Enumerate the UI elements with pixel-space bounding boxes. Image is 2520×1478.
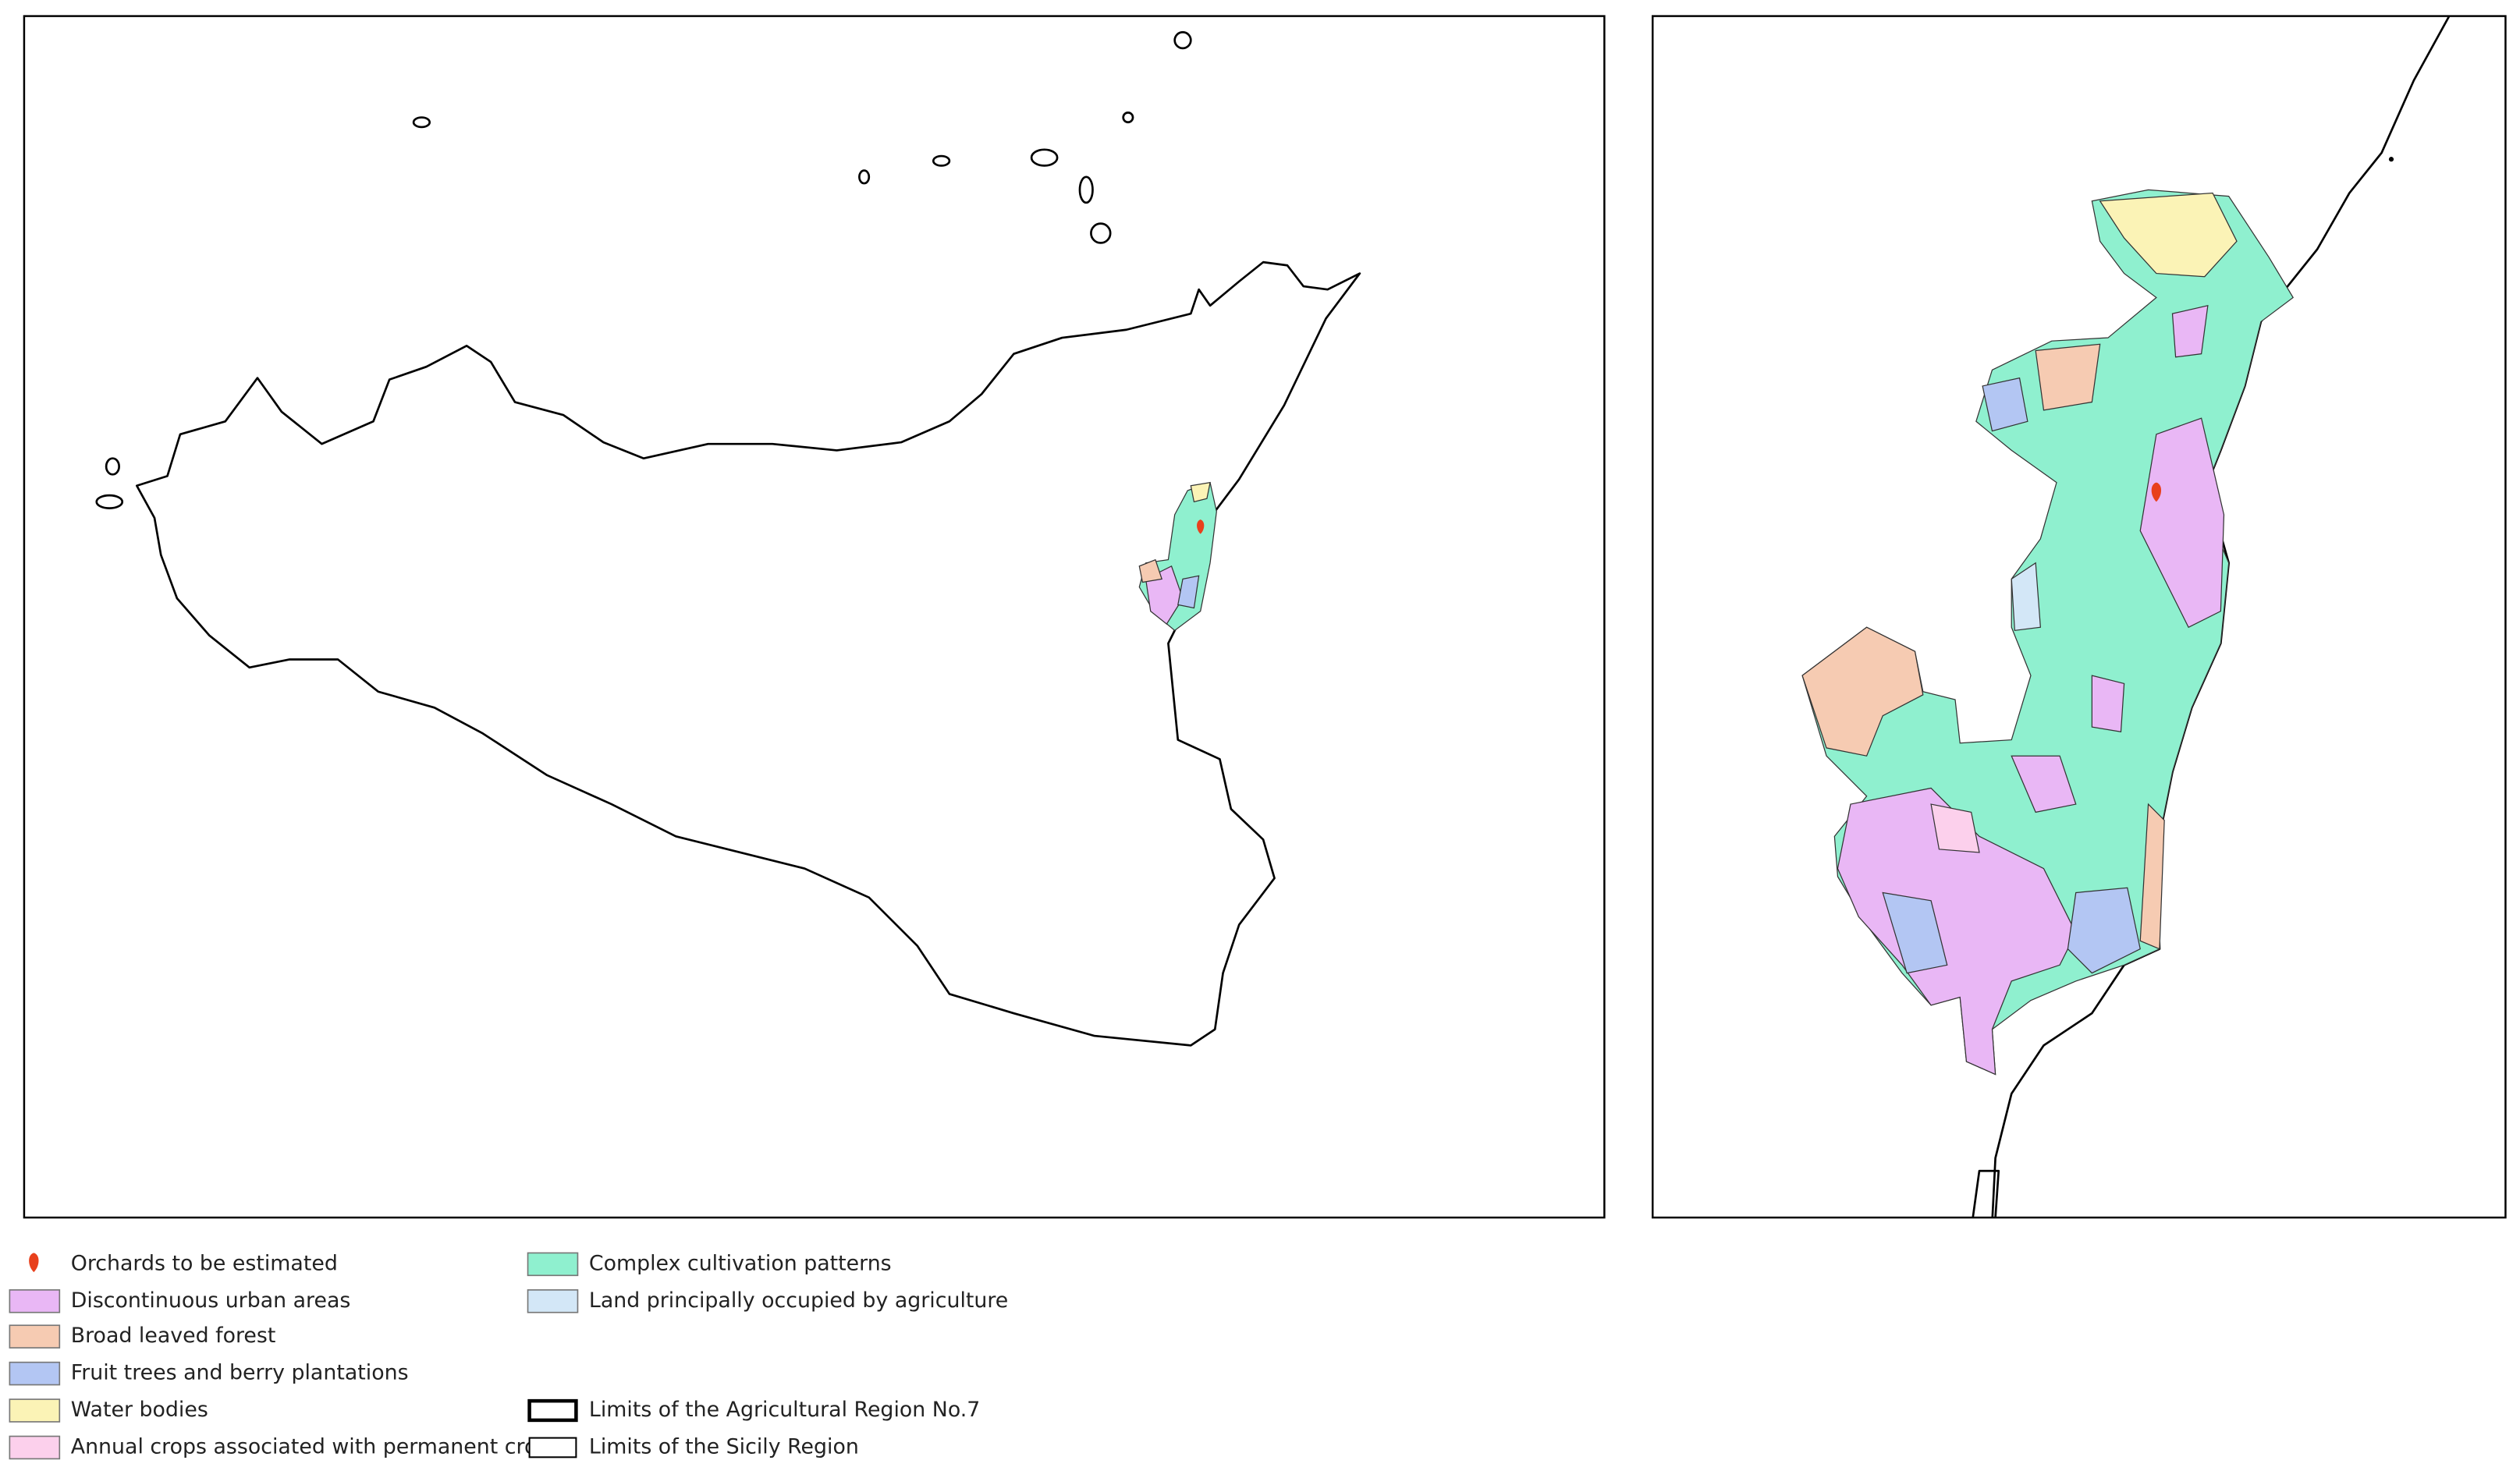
legend-marker bbox=[29, 1253, 39, 1273]
island bbox=[2388, 157, 2394, 162]
legend-label: Broad leaved forest bbox=[71, 1324, 276, 1348]
island bbox=[105, 457, 120, 476]
island bbox=[858, 169, 871, 185]
overview-frame bbox=[23, 15, 1606, 1219]
legend-outline bbox=[527, 1398, 578, 1423]
island bbox=[1173, 30, 1192, 50]
legend-label: Limits of the Agricultural Region No.7 bbox=[589, 1398, 980, 1422]
legend-label: Land principally occupied by agriculture bbox=[589, 1288, 1008, 1313]
legend-label: Discontinuous urban areas bbox=[71, 1288, 351, 1313]
legend-label: Annual crops associated with permanent c… bbox=[71, 1434, 562, 1459]
legend-label: Fruit trees and berry plantations bbox=[71, 1361, 409, 1385]
sicily-coast bbox=[135, 261, 1361, 1047]
legend-swatch bbox=[9, 1361, 61, 1386]
coastline bbox=[1972, 1169, 2000, 1218]
legend-label: Water bodies bbox=[71, 1398, 208, 1422]
island bbox=[1122, 112, 1134, 124]
legend-swatch bbox=[9, 1398, 61, 1423]
legend: Orchards to be estimated Discontinuous ur… bbox=[9, 1251, 1008, 1460]
legend-swatch bbox=[527, 1289, 579, 1313]
orchard-marker bbox=[1197, 519, 1205, 534]
island bbox=[1078, 175, 1094, 204]
island bbox=[95, 494, 124, 509]
detail-map bbox=[1801, 16, 2451, 1218]
legend-label: Limits of the Sicily Region bbox=[589, 1434, 859, 1459]
region-overview bbox=[1138, 481, 1217, 632]
island bbox=[1090, 222, 1112, 244]
legend-swatch bbox=[9, 1324, 61, 1349]
legend-swatch bbox=[9, 1289, 61, 1313]
island bbox=[932, 154, 951, 167]
island bbox=[1030, 148, 1059, 167]
legend-outline bbox=[528, 1437, 577, 1459]
island bbox=[412, 116, 431, 129]
legend-swatch bbox=[9, 1435, 61, 1460]
orchard-marker bbox=[2151, 482, 2162, 502]
legend-label: Complex cultivation patterns bbox=[589, 1251, 892, 1275]
sicily-outline bbox=[95, 30, 1361, 1047]
legend-label: Orchards to be estimated bbox=[71, 1251, 338, 1275]
legend-swatch bbox=[527, 1252, 579, 1277]
